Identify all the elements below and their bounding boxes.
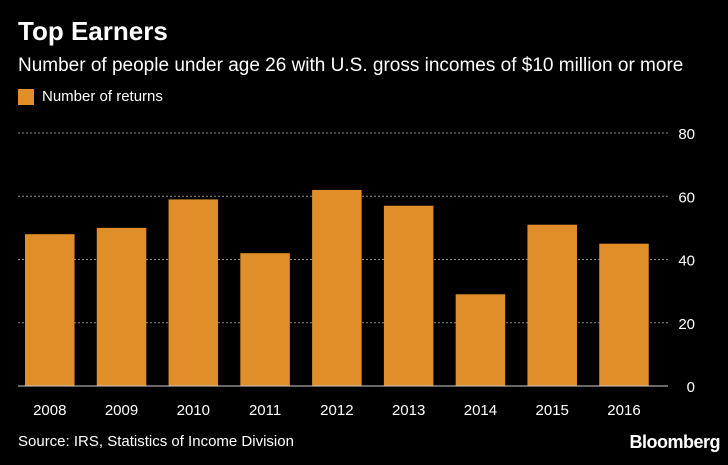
source-note: Source: IRS, Statistics of Income Divisi… <box>18 433 294 450</box>
bar-2013 <box>383 205 434 386</box>
chart-subtitle: Number of people under age 26 with U.S. … <box>18 55 684 76</box>
x-tick-label: 2012 <box>320 402 353 419</box>
x-tick-label: 2009 <box>105 402 138 419</box>
y-tick-label: 20 <box>678 316 695 333</box>
y-tick-label: 0 <box>687 379 695 396</box>
bloomberg-logo: Bloomberg <box>629 432 720 452</box>
legend: Number of returns <box>18 88 163 105</box>
legend-label: Number of returns <box>42 88 163 105</box>
x-tick-label: 2015 <box>536 402 569 419</box>
bar-2009 <box>96 227 147 386</box>
y-tick-label: 80 <box>678 126 695 143</box>
bar-2011 <box>240 253 290 386</box>
bar-2015 <box>527 224 577 386</box>
x-tick-label: 2013 <box>392 402 425 419</box>
x-tick-label: 2014 <box>464 402 497 419</box>
y-tick-label: 60 <box>678 189 695 206</box>
x-tick-label: 2011 <box>249 402 281 419</box>
legend-swatch <box>18 88 34 105</box>
y-tick-label: 40 <box>678 253 695 270</box>
bar-2010 <box>168 199 219 386</box>
chart-title: Top Earners <box>18 16 168 46</box>
x-tick-label: 2016 <box>607 402 640 419</box>
bar-2008 <box>25 234 75 386</box>
x-tick-label: 2010 <box>177 402 210 419</box>
x-tick-label: 2008 <box>33 402 66 419</box>
bar-2016 <box>599 243 649 386</box>
bar-2014 <box>455 294 506 386</box>
bar-2012 <box>312 189 362 386</box>
